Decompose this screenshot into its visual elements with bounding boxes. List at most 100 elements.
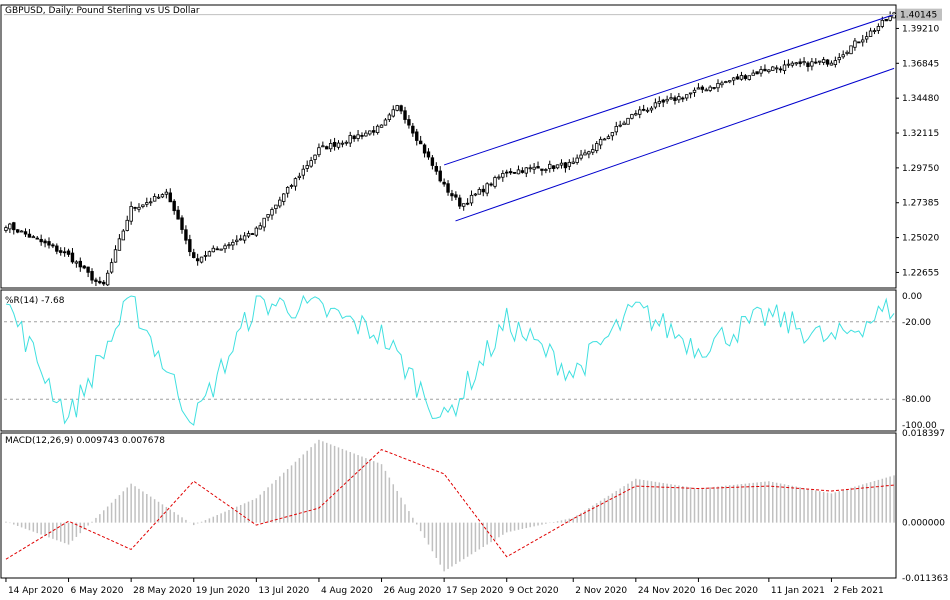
candle-body[interactable] xyxy=(70,252,75,263)
candle-body[interactable] xyxy=(833,60,838,65)
candle-body[interactable] xyxy=(74,261,79,264)
candle-body[interactable] xyxy=(328,143,333,150)
candle-body[interactable] xyxy=(497,176,501,179)
candle-body[interactable] xyxy=(884,18,888,22)
candle-body[interactable] xyxy=(759,69,763,74)
candle-body[interactable] xyxy=(853,40,857,48)
candle-body[interactable] xyxy=(145,202,149,205)
candle-body[interactable] xyxy=(868,30,873,37)
candle-body[interactable] xyxy=(285,186,290,194)
candle-body[interactable] xyxy=(399,105,403,112)
candle-body[interactable] xyxy=(430,157,435,166)
candle-body[interactable] xyxy=(751,72,755,76)
candle-body[interactable] xyxy=(700,86,705,90)
candle-body[interactable] xyxy=(274,204,278,209)
candle-body[interactable] xyxy=(829,62,834,66)
candle-body[interactable] xyxy=(78,260,82,268)
candle-body[interactable] xyxy=(383,119,388,126)
candle-body[interactable] xyxy=(344,141,349,144)
candle-body[interactable] xyxy=(782,64,787,72)
candle-body[interactable] xyxy=(747,75,751,80)
candle-body[interactable] xyxy=(199,256,204,263)
candle-body[interactable] xyxy=(892,12,896,19)
candle-body[interactable] xyxy=(270,209,274,216)
candle-body[interactable] xyxy=(31,236,36,239)
candle-body[interactable] xyxy=(728,80,732,83)
candle-body[interactable] xyxy=(180,217,184,230)
candle-body[interactable] xyxy=(696,87,701,90)
candle-body[interactable] xyxy=(591,149,595,153)
candle-body[interactable] xyxy=(403,110,407,120)
candle-body[interactable] xyxy=(188,239,192,253)
candle-body[interactable] xyxy=(638,109,642,115)
candle-body[interactable] xyxy=(508,171,513,174)
candle-body[interactable] xyxy=(821,59,826,63)
candle-body[interactable] xyxy=(743,75,748,79)
candle-body[interactable] xyxy=(614,126,618,133)
candle-body[interactable] xyxy=(340,142,345,145)
candle-body[interactable] xyxy=(458,197,462,207)
candle-body[interactable] xyxy=(39,238,43,243)
candle-body[interactable] xyxy=(360,134,364,137)
candle-body[interactable] xyxy=(587,151,591,155)
candle-body[interactable] xyxy=(156,196,161,199)
candle-body[interactable] xyxy=(223,245,227,250)
candle-body[interactable] xyxy=(704,89,708,92)
candle-body[interactable] xyxy=(481,188,485,193)
candle-body[interactable] xyxy=(364,132,368,137)
candle-body[interactable] xyxy=(164,191,169,195)
candle-body[interactable] xyxy=(794,62,798,65)
candle-body[interactable] xyxy=(450,193,454,197)
candle-body[interactable] xyxy=(618,124,622,127)
candle-body[interactable] xyxy=(630,114,634,119)
candle-body[interactable] xyxy=(841,54,845,58)
candle-body[interactable] xyxy=(653,102,658,108)
candle-body[interactable] xyxy=(325,146,329,150)
candle-body[interactable] xyxy=(227,244,231,247)
candle-body[interactable] xyxy=(442,181,446,185)
candle-body[interactable] xyxy=(814,61,818,64)
candle-body[interactable] xyxy=(309,160,313,167)
candle-body[interactable] xyxy=(595,143,599,152)
candle-body[interactable] xyxy=(86,266,90,273)
candle-body[interactable] xyxy=(755,71,759,75)
candle-body[interactable] xyxy=(684,94,689,99)
candle-body[interactable] xyxy=(297,175,302,178)
candle-body[interactable] xyxy=(579,154,583,159)
candle-body[interactable] xyxy=(771,66,775,71)
candle-body[interactable] xyxy=(661,99,665,103)
candle-body[interactable] xyxy=(105,272,110,286)
macd-signal-line[interactable] xyxy=(5,449,895,560)
candle-body[interactable] xyxy=(524,167,528,174)
candle-body[interactable] xyxy=(27,233,32,238)
candle-body[interactable] xyxy=(12,222,16,231)
candle-body[interactable] xyxy=(219,248,223,251)
candle-body[interactable] xyxy=(321,145,325,148)
candle-body[interactable] xyxy=(250,233,255,235)
candle-body[interactable] xyxy=(469,194,474,204)
candle-body[interactable] xyxy=(235,239,239,242)
candle-body[interactable] xyxy=(149,201,153,204)
candle-body[interactable] xyxy=(23,231,28,235)
candle-body[interactable] xyxy=(540,168,544,171)
candle-body[interactable] xyxy=(411,125,415,134)
candle-body[interactable] xyxy=(610,132,615,137)
candle-body[interactable] xyxy=(391,109,395,117)
candle-body[interactable] xyxy=(681,97,685,100)
candle-body[interactable] xyxy=(113,249,118,263)
candle-body[interactable] xyxy=(477,189,482,195)
candle-body[interactable] xyxy=(778,68,783,71)
candle-body[interactable] xyxy=(465,202,470,205)
candle-body[interactable] xyxy=(192,252,196,258)
candle-body[interactable] xyxy=(692,89,697,93)
candle-body[interactable] xyxy=(845,51,849,54)
candle-body[interactable] xyxy=(317,147,321,156)
candle-body[interactable] xyxy=(141,204,145,207)
candle-body[interactable] xyxy=(673,97,677,101)
candle-body[interactable] xyxy=(849,45,853,55)
candle-body[interactable] xyxy=(888,16,892,21)
candle-body[interactable] xyxy=(555,164,560,169)
candle-body[interactable] xyxy=(563,162,568,169)
candle-body[interactable] xyxy=(19,230,24,233)
candle-body[interactable] xyxy=(215,248,219,251)
